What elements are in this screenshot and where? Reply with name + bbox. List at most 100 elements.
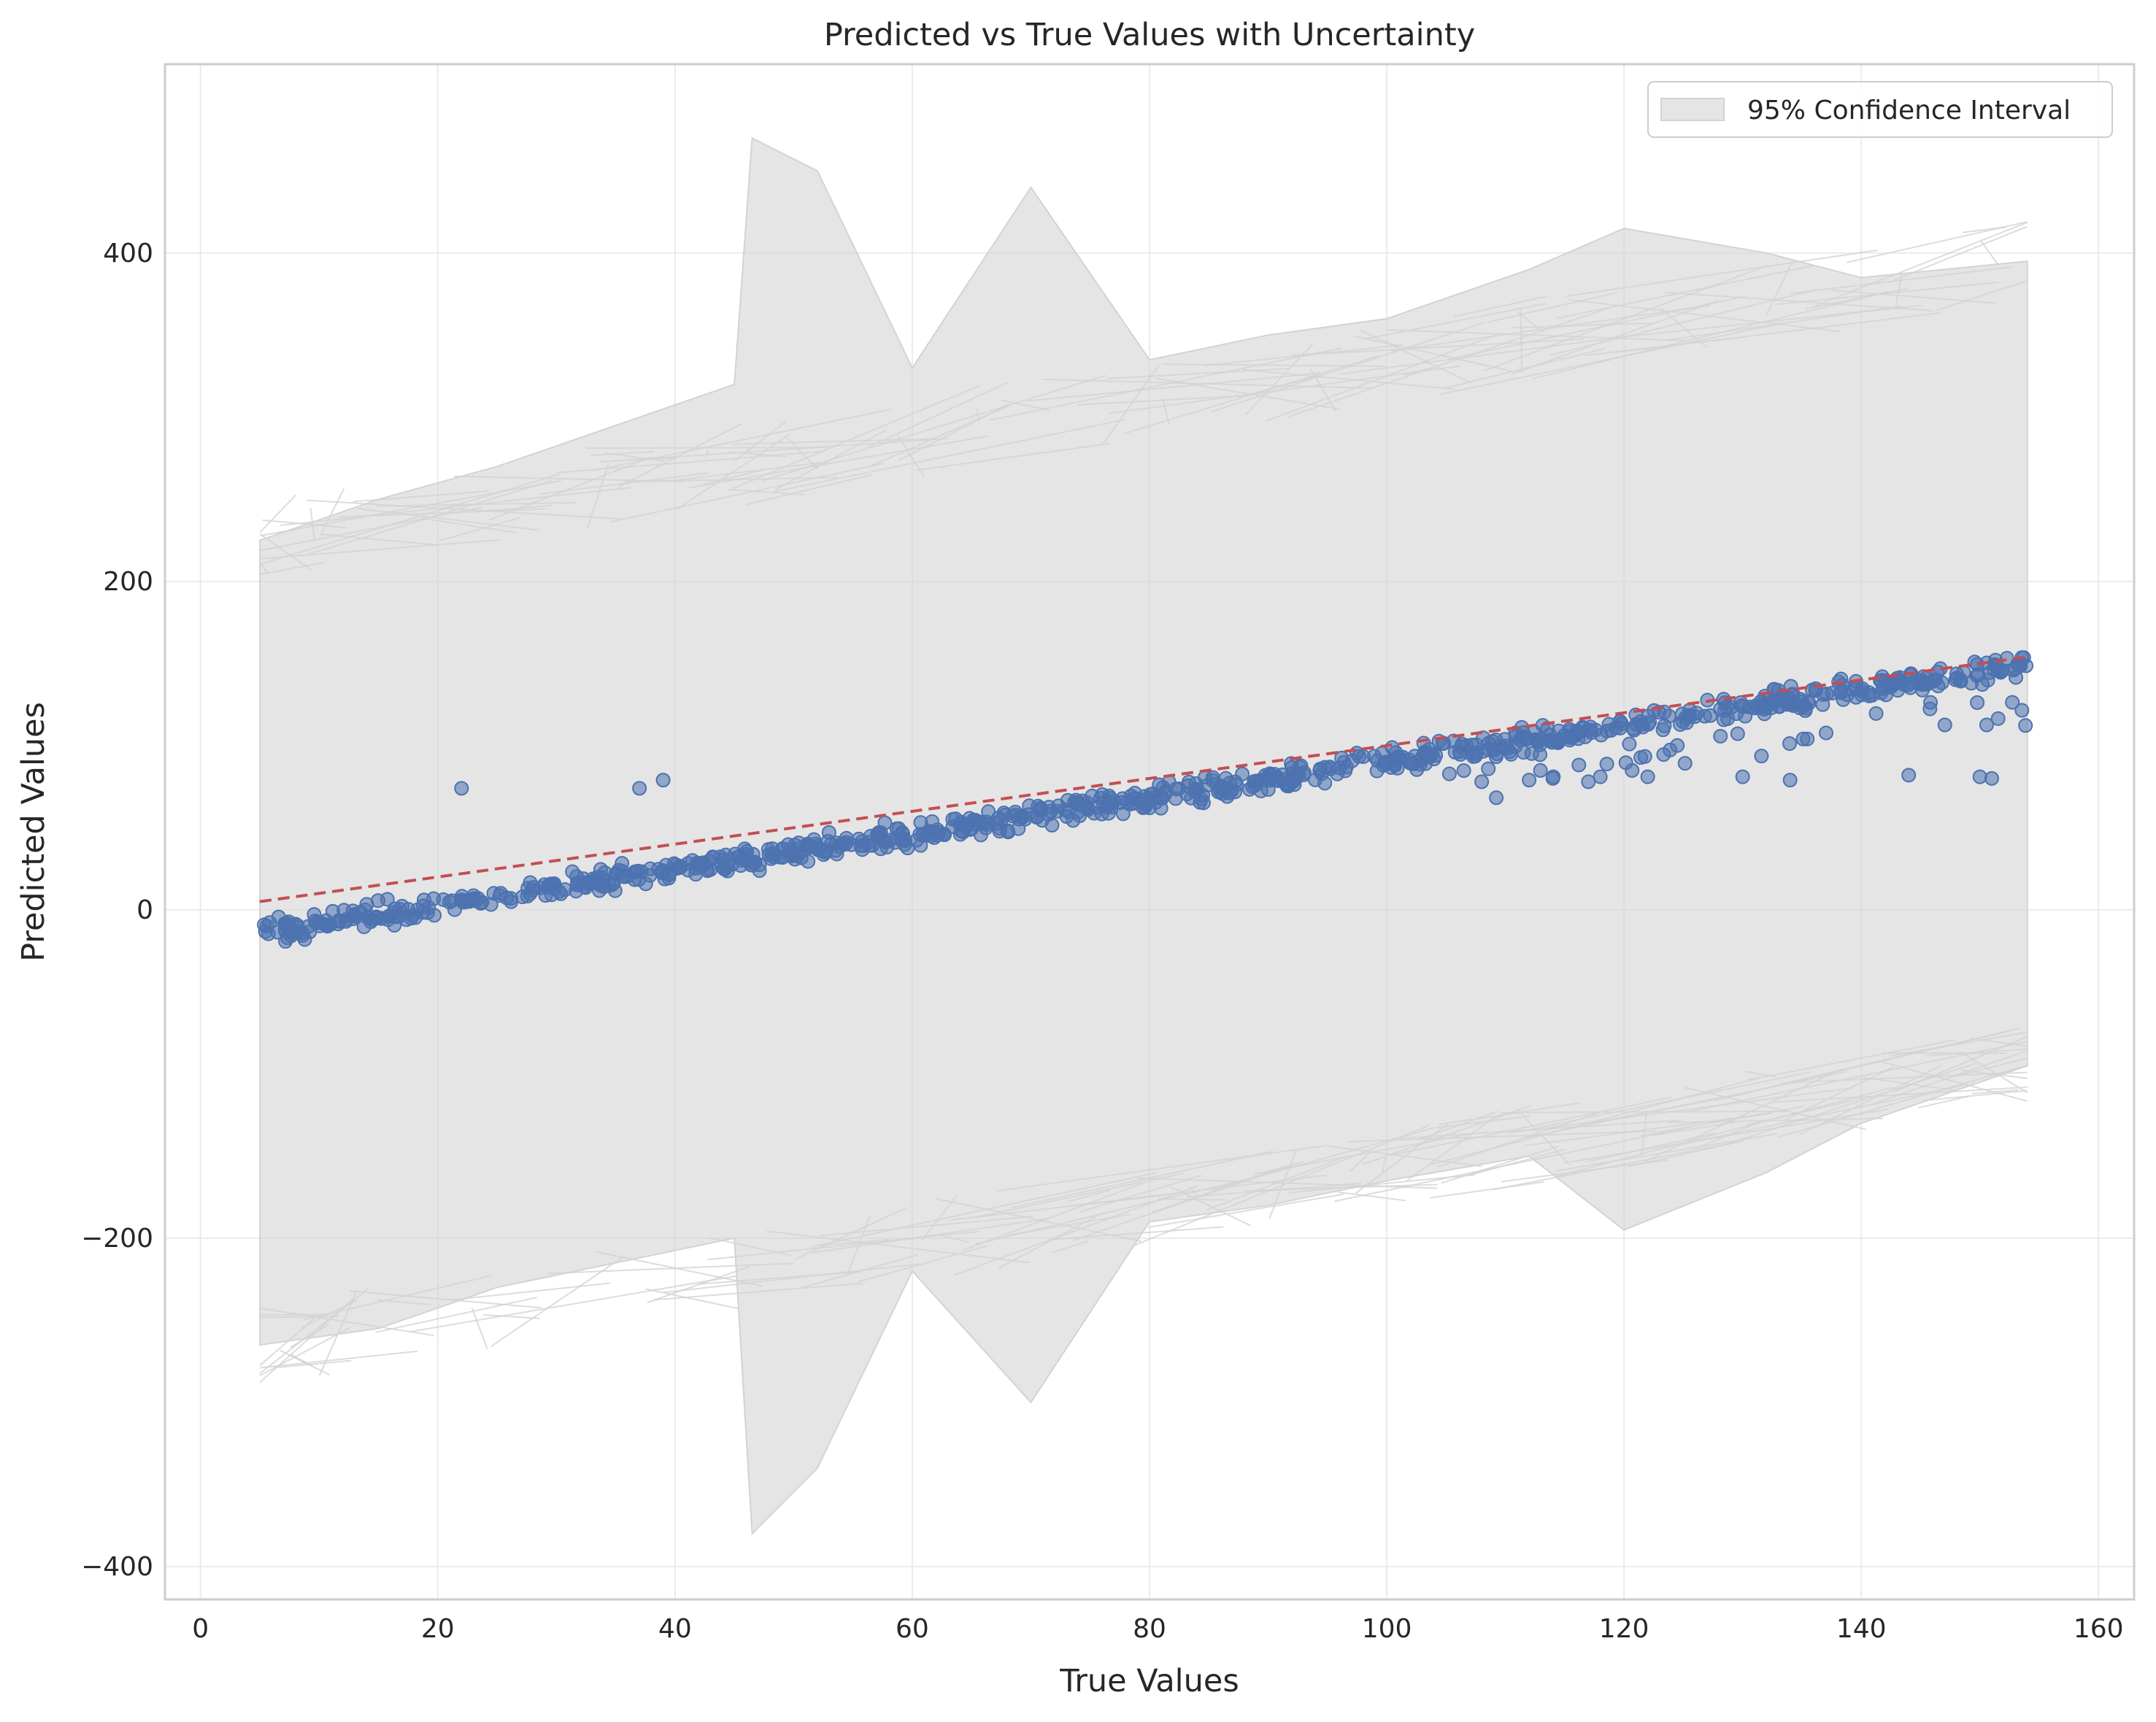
scatter-point [1990, 711, 2006, 726]
scatter-point [1673, 717, 1688, 732]
band-lower-strand [942, 1235, 970, 1243]
scatter-point [415, 898, 431, 914]
band-lower-strand [1871, 1050, 2028, 1105]
scatter-point [1508, 729, 1523, 744]
legend: 95% Confidence Interval [1647, 81, 2113, 138]
scatter-point [1819, 725, 1834, 741]
scatter-point [1782, 696, 1797, 711]
scatter-point [1972, 769, 1987, 784]
scatter-point [1640, 769, 1655, 784]
band-lower-strand [1684, 1086, 1867, 1130]
scatter-point [829, 846, 844, 862]
band-upper-strand [1936, 279, 2028, 312]
band-lower-strand [1349, 1150, 1373, 1173]
scatter-point [1819, 687, 1834, 702]
scatter-point [1571, 757, 1587, 773]
band-upper-strand [259, 506, 482, 552]
scatter-point [1488, 749, 1504, 765]
scatter-point [2005, 695, 2020, 710]
band-lower-strand [377, 1299, 431, 1305]
band-lower-strand [1922, 1089, 2028, 1102]
scatter-point [716, 861, 731, 876]
band-upper-strand [1102, 364, 1160, 444]
scatter-point [1067, 795, 1082, 810]
band-upper-strand [1106, 367, 1291, 379]
scatter-point [1583, 722, 1598, 738]
band-lower-strand [1430, 1181, 1544, 1199]
band-upper-strand [1487, 291, 1618, 323]
band-lower-strand [1051, 1240, 1089, 1254]
scatter-point [634, 864, 649, 879]
x-tick-label: 100 [1362, 1614, 1412, 1644]
scatter-point [1979, 717, 1994, 733]
scatter-point [1376, 758, 1391, 773]
band-upper-strand [1078, 395, 1245, 406]
band-upper-strand [1980, 240, 1998, 265]
legend-box [1647, 81, 2113, 138]
band-lower-strand [260, 1313, 326, 1316]
band-lower-strand [1187, 1182, 1362, 1198]
scatter-point [597, 865, 612, 881]
band-lower-strand [818, 1238, 890, 1246]
band-upper-strand [734, 420, 787, 462]
band-upper-strand [1566, 249, 1878, 297]
scatter-point [2014, 703, 2030, 718]
scatter-point [1522, 773, 1537, 788]
y-tick-label: 400 [103, 239, 153, 269]
band-lower-strand [1079, 1174, 1202, 1213]
band-upper-strand [259, 494, 297, 533]
band-upper-strand [259, 561, 268, 574]
scatter-point [1734, 698, 1749, 714]
band-upper-strand [591, 450, 655, 456]
scatter-point [1247, 773, 1262, 789]
band-lower-strand [810, 1172, 1157, 1248]
band-lower-strand [653, 1282, 863, 1301]
scatter-point [1782, 773, 1798, 788]
band-upper-strand [1789, 266, 2013, 295]
band-upper-strand [1520, 306, 1523, 374]
scatter-points [257, 650, 2034, 949]
scatter-point [473, 896, 488, 911]
scatter-point [453, 892, 469, 908]
scatter-point [1212, 784, 1228, 799]
scatter-point [1581, 774, 1596, 789]
scatter-point [1896, 676, 1911, 692]
scatter-point [1641, 717, 1656, 732]
band-upper-strand [703, 468, 766, 485]
band-lower-strand [819, 1216, 1033, 1237]
band-upper-strand [915, 442, 1110, 471]
scatter-point [817, 844, 832, 860]
scatter-point [2009, 670, 2024, 685]
band-lower-strand [1439, 1118, 1474, 1126]
scatter-point [1050, 803, 1065, 819]
scatter-point [1093, 790, 1108, 806]
x-tick-label: 0 [192, 1614, 209, 1644]
band-upper-strand [1890, 225, 2028, 283]
scatter-point [454, 781, 469, 796]
band-lower-strand [1747, 1039, 1955, 1081]
band-lower-strand [259, 1288, 369, 1375]
band-lower-strand [471, 1308, 488, 1350]
band-upper-strand [319, 487, 345, 537]
chart-title: Predicted vs True Values with Uncertaint… [824, 17, 1475, 53]
scatter-point [657, 871, 672, 887]
scatter-point [1087, 806, 1102, 821]
scatter-point [916, 827, 931, 843]
band-lower-strand [259, 1327, 351, 1377]
band-upper-strand [358, 507, 539, 531]
confidence-band-area [259, 136, 2028, 1536]
band-lower-strand [1169, 1185, 1252, 1227]
band-upper-strand [556, 450, 824, 474]
y-tick-label: 0 [136, 895, 153, 925]
x-tick-label: 160 [2074, 1614, 2124, 1644]
band-upper-strand [676, 433, 791, 511]
scatter-point [1599, 757, 1614, 772]
band-upper-strand [867, 382, 1009, 448]
scatter-point [1984, 771, 1999, 786]
scatter-point [1044, 817, 1060, 833]
scatter-point [544, 887, 559, 903]
band-upper-strand [1338, 338, 1605, 375]
band-upper-strand [1162, 363, 1386, 368]
y-tick-label: −400 [81, 1552, 153, 1582]
scatter-point [1332, 760, 1347, 776]
